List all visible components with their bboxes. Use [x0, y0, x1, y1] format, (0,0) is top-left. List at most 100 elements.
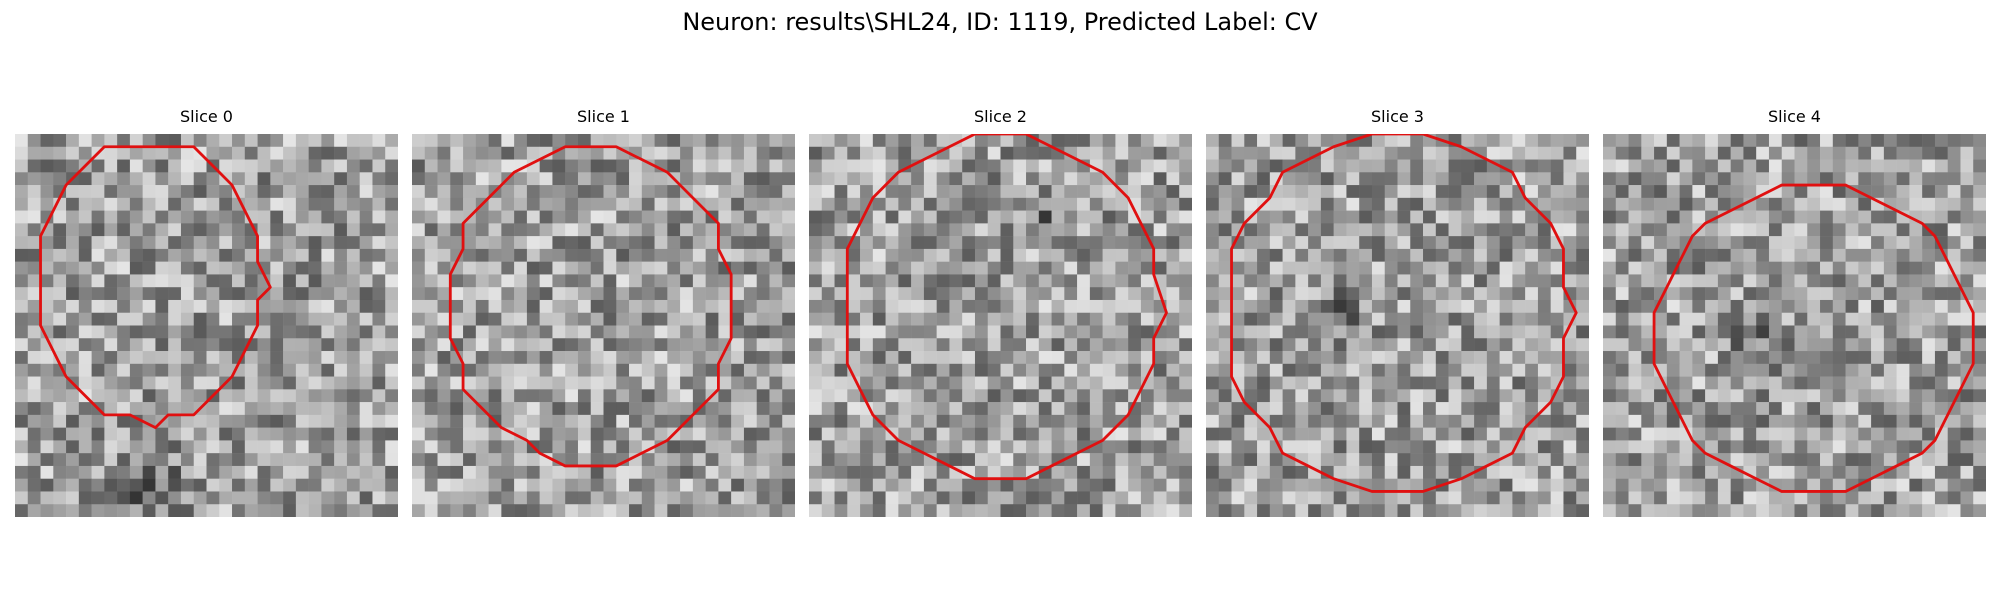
pixel-cell — [1371, 299, 1385, 313]
pixel-cell — [308, 414, 322, 428]
pixel-cell — [193, 440, 207, 454]
slice-panel-1: Slice 1 — [412, 107, 795, 519]
pixel-cell — [1013, 312, 1027, 326]
pixel-cell — [680, 325, 694, 339]
pixel-cell — [53, 223, 67, 237]
pixel-cell — [987, 440, 1001, 454]
pixel-cell — [1064, 491, 1078, 505]
pixel-cell — [872, 478, 886, 492]
pixel-cell — [1320, 172, 1334, 186]
pixel-cell — [1883, 299, 1897, 313]
pixel-cell — [283, 363, 297, 377]
pixel-cell — [1717, 402, 1731, 416]
pixel-cell — [1140, 274, 1154, 288]
pixel-cell — [1628, 427, 1642, 441]
pixel-cell — [219, 287, 233, 301]
pixel-cell — [1781, 172, 1795, 186]
pixel-cell — [962, 427, 976, 441]
pixel-cell — [1717, 274, 1731, 288]
pixel-cell — [1692, 287, 1706, 301]
pixel-cell — [1423, 223, 1437, 237]
pixel-cell — [385, 414, 398, 428]
pixel-cell — [450, 402, 464, 416]
pixel-cell — [257, 197, 271, 211]
pixel-cell — [552, 504, 566, 517]
pixel-cell — [565, 197, 579, 211]
pixel-cell — [1038, 440, 1052, 454]
pixel-cell — [193, 299, 207, 313]
pixel-cell — [1641, 159, 1655, 173]
pixel-cell — [1166, 453, 1180, 467]
pixel-cell — [962, 146, 976, 160]
pixel-cell — [1615, 197, 1629, 211]
pixel-cell — [885, 287, 899, 301]
pixel-cell — [1308, 351, 1322, 365]
pixel-cell — [1499, 427, 1513, 441]
pixel-cell — [1883, 389, 1897, 403]
pixel-cell — [923, 389, 937, 403]
pixel-cell — [104, 478, 118, 492]
pixel-cell — [1397, 363, 1411, 377]
pixel-cell — [1064, 478, 1078, 492]
pixel-cell — [743, 146, 757, 160]
pixel-cell — [155, 287, 169, 301]
pixel-cell — [898, 414, 912, 428]
pixel-cell — [987, 453, 1001, 467]
pixel-cell — [974, 185, 988, 199]
pixel-cell — [155, 134, 169, 148]
pixel-cell — [1218, 427, 1232, 441]
pixel-cell — [53, 248, 67, 262]
pixel-cell — [1308, 299, 1322, 313]
pixel-cell — [1832, 159, 1846, 173]
pixel-cell — [590, 185, 604, 199]
pixel-cell — [1781, 312, 1795, 326]
pixel-cell — [1423, 453, 1437, 467]
pixel-cell — [283, 312, 297, 326]
pixel-cell — [743, 261, 757, 275]
pixel-cell — [680, 134, 694, 148]
pixel-cell — [743, 402, 757, 416]
pixel-cell — [1768, 261, 1782, 275]
pixel-cell — [1102, 491, 1116, 505]
pixel-cell — [424, 210, 438, 224]
pixel-cell — [1794, 197, 1808, 211]
pixel-cell — [1756, 274, 1770, 288]
pixel-cell — [1807, 389, 1821, 403]
pixel-cell — [680, 363, 694, 377]
pixel-cell — [1026, 376, 1040, 390]
pixel-cell — [923, 504, 937, 517]
pixel-cell — [654, 210, 668, 224]
pixel-cell — [962, 338, 976, 352]
pixel-cell — [412, 210, 426, 224]
pixel-cell — [911, 274, 925, 288]
pixel-cell — [872, 351, 886, 365]
pixel-cell — [860, 440, 874, 454]
pixel-cell — [1051, 389, 1065, 403]
pixel-cell — [629, 376, 643, 390]
pixel-cell — [40, 491, 54, 505]
pixel-cell — [1550, 312, 1564, 326]
pixel-cell — [1026, 210, 1040, 224]
pixel-cell — [295, 504, 309, 517]
pixel-cell — [1269, 491, 1283, 505]
pixel-cell — [78, 363, 92, 377]
pixel-cell — [872, 146, 886, 160]
pixel-cell — [616, 427, 630, 441]
pixel-cell — [1537, 351, 1551, 365]
pixel-cell — [1666, 210, 1680, 224]
pixel-cell — [321, 146, 335, 160]
pixel-cell — [372, 248, 386, 262]
pixel-cell — [334, 504, 348, 517]
pixel-cell — [1909, 185, 1923, 199]
pixel-cell — [885, 261, 899, 275]
pixel-cell — [1051, 402, 1065, 416]
pixel-cell — [117, 134, 131, 148]
pixel-cell — [385, 134, 398, 148]
pixel-cell — [424, 197, 438, 211]
pixel-cell — [1832, 402, 1846, 416]
pixel-cell — [1807, 210, 1821, 224]
pixel-cell — [1474, 134, 1488, 148]
pixel-cell — [1128, 325, 1142, 339]
pixel-cell — [1102, 440, 1116, 454]
pixel-cell — [1960, 351, 1974, 365]
